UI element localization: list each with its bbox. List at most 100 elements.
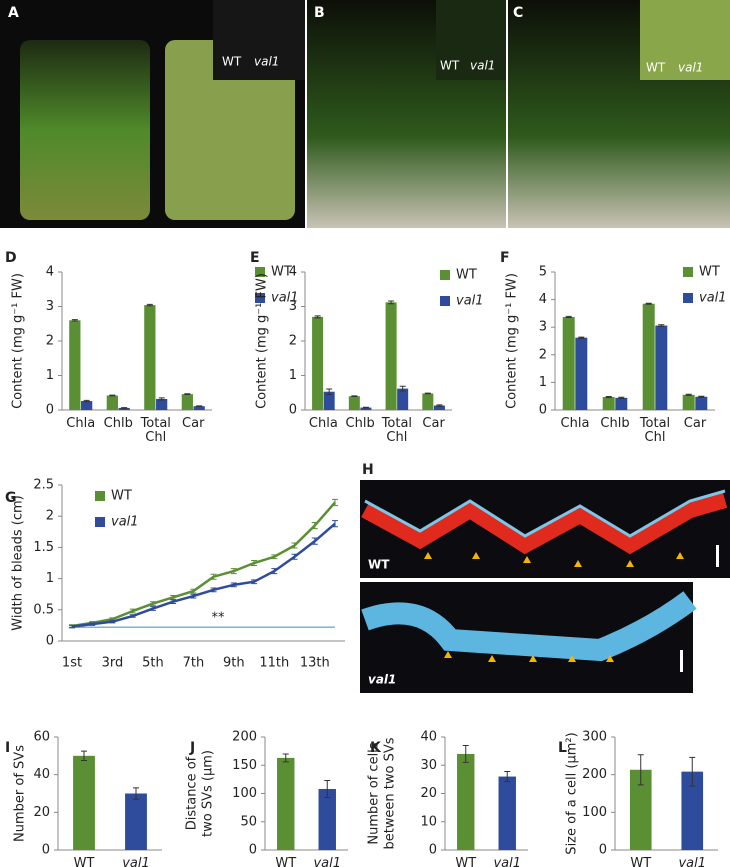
y-tick-label: 20 — [33, 805, 50, 820]
legend-label: WT — [699, 265, 720, 280]
series-line — [71, 501, 336, 628]
y-tick-label: 2 — [289, 334, 297, 349]
tissue — [364, 489, 726, 538]
bar — [457, 753, 475, 850]
legend-swatch — [683, 267, 693, 277]
x-tick-label: 5th — [142, 656, 164, 671]
y-tick-label: 60 — [33, 730, 50, 745]
bar — [422, 393, 434, 410]
scale-bar — [680, 650, 683, 672]
error-bar — [210, 573, 217, 580]
tissue — [361, 591, 697, 662]
panel-letter: C — [513, 5, 523, 21]
y-tick-label: 5 — [539, 265, 547, 280]
bar — [277, 757, 295, 850]
y-axis-label: Content (mg g⁻¹ FW) — [505, 273, 520, 409]
bar — [193, 406, 205, 410]
bar — [181, 394, 193, 410]
y-tick-label: 0 — [429, 843, 437, 858]
bar — [615, 397, 628, 410]
legend-swatch — [255, 267, 265, 277]
legend-swatch — [440, 270, 450, 280]
y-tick-label: 2.5 — [33, 478, 54, 493]
photo-label: val1 — [368, 673, 396, 687]
legend-swatch — [255, 293, 265, 303]
legend-label: WT — [111, 489, 132, 504]
x-tick-label: Total Chl — [381, 416, 413, 445]
error-bar — [351, 395, 358, 398]
y-tick-label: 2 — [46, 509, 54, 524]
bar — [69, 320, 81, 410]
error-bar — [324, 780, 331, 798]
panel-letter: A — [8, 5, 19, 21]
bar — [655, 325, 668, 410]
error-bar — [689, 756, 696, 787]
inset — [213, 0, 305, 80]
error-bar — [271, 568, 278, 575]
legend-label: val1 — [699, 291, 727, 306]
x-tick-label: 11th — [259, 656, 289, 671]
annotation: ** — [212, 611, 226, 626]
series-line — [71, 522, 336, 628]
error-bar — [184, 393, 191, 395]
bar — [562, 316, 575, 410]
y-tick-label: 10 — [420, 814, 437, 829]
x-tick-label: Chla — [66, 416, 96, 431]
x-tick-label: Car — [422, 416, 445, 431]
y-tick-label: 4 — [289, 265, 297, 280]
error-bar — [71, 319, 78, 322]
error-bar — [314, 315, 321, 319]
x-tick-label: WT — [455, 856, 477, 867]
bar — [602, 397, 615, 410]
y-axis-label: two SVs (μm) — [201, 750, 216, 837]
y-tick-label: 3 — [539, 320, 547, 335]
bar — [695, 396, 708, 410]
x-tick-label: Chla — [560, 416, 590, 431]
error-bar — [230, 582, 237, 588]
error-bar — [685, 393, 692, 396]
error-bar — [399, 385, 406, 392]
y-tick-label: 1 — [46, 368, 54, 383]
y-tick-label: 50 — [240, 814, 257, 829]
error-bar — [170, 599, 177, 605]
bar — [81, 401, 93, 410]
y-tick-label: 40 — [420, 730, 437, 745]
error-bar — [251, 560, 258, 566]
y-tick-label: 0 — [249, 843, 257, 858]
y-tick-label: 3 — [46, 299, 54, 314]
error-bar — [190, 588, 197, 594]
inset — [640, 0, 730, 80]
x-tick-label: WT — [275, 856, 297, 867]
x-tick-label: Chla — [308, 416, 338, 431]
x-tick-label: Total Chl — [140, 416, 171, 445]
bar — [144, 305, 156, 410]
y-axis-label: Distance of — [185, 756, 200, 830]
y-tick-label: 100 — [582, 805, 607, 820]
x-tick-label: Chlb — [103, 416, 133, 431]
photo-label: val1 — [470, 59, 495, 73]
x-tick-label: val1 — [122, 856, 150, 867]
error-bar — [565, 315, 572, 319]
bar — [575, 337, 588, 410]
y-axis-label: Content (mg g⁻¹ FW) — [255, 273, 270, 409]
x-tick-label: Total Chl — [639, 416, 671, 445]
legend-label: val1 — [456, 294, 484, 309]
bar — [73, 755, 95, 850]
y-axis-label: between two SVs — [383, 737, 398, 849]
y-tick-label: 100 — [232, 786, 257, 801]
error-bar — [504, 770, 511, 783]
y-tick-label: 0 — [599, 843, 607, 858]
y-tick-label: 3 — [289, 299, 297, 314]
error-bar — [196, 405, 203, 408]
y-tick-label: 0 — [46, 634, 54, 649]
y-axis-label: Number of cells — [367, 742, 382, 844]
bar — [106, 395, 118, 410]
error-bar — [645, 302, 652, 305]
y-tick-label: 1 — [289, 368, 297, 383]
panel-letter: J — [189, 740, 195, 756]
bar — [498, 776, 516, 850]
error-bar — [109, 619, 116, 624]
x-tick-label: Chlb — [600, 416, 630, 431]
error-bar — [605, 395, 612, 399]
y-tick-label: 4 — [539, 292, 547, 307]
